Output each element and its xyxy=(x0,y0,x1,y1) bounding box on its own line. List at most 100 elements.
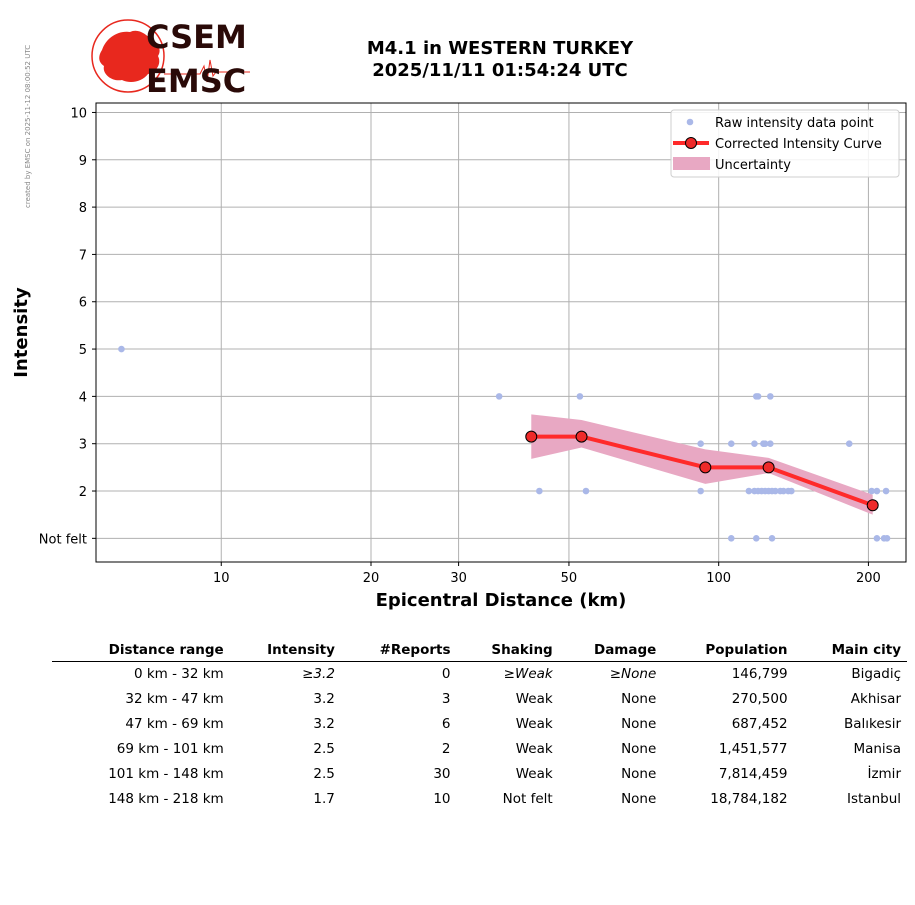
raw-intensity-point xyxy=(582,487,590,495)
table-cell: 69 km - 101 km xyxy=(116,741,224,757)
legend-curve-marker xyxy=(685,137,697,149)
x-tick-label: 30 xyxy=(450,571,467,586)
table-cell: 270,500 xyxy=(731,691,788,707)
logo-seismogram xyxy=(164,59,250,83)
legend-raw-label: Raw intensity data point xyxy=(715,116,874,131)
chart-title: M4.1 in WESTERN TURKEY 2025/11/11 01:54:… xyxy=(300,38,700,82)
raw-intensity-point xyxy=(745,487,753,495)
y-tick-label: 10 xyxy=(70,106,87,121)
legend-box xyxy=(670,109,900,178)
table-cell: 2 xyxy=(441,741,451,757)
raw-intensity-point xyxy=(768,535,776,542)
table-row: 69 km - 101 km 2.5 2 Weak None 1,451,577 Manis… xyxy=(52,737,907,762)
y-axis-label: Intensity xyxy=(11,287,32,378)
logo-globe-ring xyxy=(91,19,165,93)
table-row: 101 km - 148 km 2.5 30 Weak None 7,814,459 İzm… xyxy=(52,762,907,787)
raw-intensity-point xyxy=(761,440,769,448)
table-cell: 47 km - 69 km xyxy=(125,716,224,732)
table-cell: 2.5 xyxy=(313,766,335,782)
raw-intensity-point xyxy=(868,487,875,495)
y-tick-label: 8 xyxy=(79,201,87,216)
table-cell: 10 xyxy=(433,791,451,807)
raw-intensity-point xyxy=(495,393,503,400)
raw-intensity-point xyxy=(727,535,735,542)
table-cell: Akhisar xyxy=(850,691,901,707)
table-cell: Istanbul xyxy=(846,791,901,807)
table-cell: 148 km - 218 km xyxy=(108,791,224,807)
raw-intensity-point xyxy=(536,487,543,495)
table-row: 47 km - 69 km 3.2 6 Weak None 687,452 Balıkesi… xyxy=(52,712,907,737)
x-tick-label: 200 xyxy=(856,571,881,586)
corrected-intensity-marker xyxy=(525,430,538,443)
table-cell: 7,814,459 xyxy=(718,766,788,782)
axes: 10 20 30 50 100 200 Not felt 2 3 4 5 6 7 8 9 10 Epicentr… xyxy=(11,102,907,611)
table-cell: 3.2 xyxy=(313,691,335,707)
logo-text-csem: CSEM xyxy=(146,18,247,56)
table-cell: ≥3.2 xyxy=(302,666,335,682)
table-body: 0 km - 32 km ≥3.2 0 ≥Weak ≥None 146,799 Bigadi… xyxy=(52,662,907,813)
table-cell: Weak xyxy=(515,741,553,757)
y-tick-label: 2 xyxy=(79,485,87,500)
raw-intensity-point xyxy=(576,393,584,400)
x-axis-label: Epicentral Distance (km) xyxy=(376,590,627,611)
table-cell: 687,452 xyxy=(731,716,788,732)
table-cell: None xyxy=(621,791,657,807)
table-cell: ≥Weak xyxy=(503,666,553,682)
raw-intensity-point xyxy=(697,487,704,495)
legend: Raw intensity data point Corrected Intens… xyxy=(670,109,900,178)
y-tick-label: 4 xyxy=(79,390,87,405)
legend-curve-label: Corrected Intensity Curve xyxy=(715,137,882,152)
raw-intensity-point xyxy=(873,535,881,542)
table-cell: 101 km - 148 km xyxy=(108,766,224,782)
table-cell: Not felt xyxy=(502,791,553,807)
intensity-distance-chart: 10 20 30 50 100 200 Not felt 2 3 4 5 6 7 8 9 10 Epicentr… xyxy=(11,102,907,611)
table-cell: 0 km - 32 km xyxy=(133,666,224,682)
y-tick-label: 6 xyxy=(79,296,87,311)
raw-intensity-point xyxy=(780,487,787,495)
header-shaking: Shaking xyxy=(456,640,559,662)
legend-uncertainty-label: Uncertainty xyxy=(715,158,791,173)
corrected-intensity-marker xyxy=(866,499,879,512)
table-cell: Weak xyxy=(515,766,553,782)
x-tick-label: 10 xyxy=(213,571,230,586)
table-cell: Manisa xyxy=(853,741,901,757)
raw-intensity-point xyxy=(751,440,758,448)
table-cell: None xyxy=(621,716,657,732)
x-tick-label: 20 xyxy=(363,571,380,586)
logo-text-emsc: EMSC xyxy=(146,62,246,98)
table-cell: 1,451,577 xyxy=(718,741,788,757)
raw-intensity-point xyxy=(752,535,760,542)
header-reports: #Reports xyxy=(340,640,457,662)
chart-title-datetime: 2025/11/11 01:54:24 UTC xyxy=(372,60,628,81)
table-cell: 3.2 xyxy=(313,716,335,732)
table-cell: 0 xyxy=(441,666,451,682)
raw-intensity-point xyxy=(727,440,735,448)
table-cell: None xyxy=(621,766,657,782)
y-tick-label: Not felt xyxy=(39,532,87,547)
legend-uncertainty-swatch xyxy=(673,157,710,170)
raw-intensity-point xyxy=(118,345,125,353)
y-tick-label: 7 xyxy=(79,248,87,263)
table-row: 148 km - 218 km 1.7 10 Not felt None 18,784,1… xyxy=(52,787,907,812)
logo-europe-map xyxy=(99,30,160,82)
table-cell: Balıkesir xyxy=(843,716,901,732)
y-tick-label: 9 xyxy=(79,154,87,169)
x-tick-label: 100 xyxy=(706,571,731,586)
table-cell: 18,784,182 xyxy=(710,791,788,807)
emsc-logo: CSEM EMSC xyxy=(91,18,250,98)
raw-intensity-point xyxy=(788,487,795,495)
table-cell: 30 xyxy=(433,766,451,782)
header-distance-range: Distance range xyxy=(52,640,230,662)
raw-intensity-point xyxy=(882,487,890,495)
table-cell: 146,799 xyxy=(731,666,788,682)
table-cell: ≥None xyxy=(609,666,657,682)
y-tick-label: 3 xyxy=(79,438,87,453)
table-cell: 32 km - 47 km xyxy=(125,691,224,707)
intensity-table: Distance range Intensity #Reports Shakin… xyxy=(52,640,907,812)
table-header-row: Distance range Intensity #Reports Shakin… xyxy=(52,640,907,662)
y-tick-label: 5 xyxy=(79,343,87,358)
x-tick-label: 50 xyxy=(561,571,578,586)
header-main-city: Main city xyxy=(793,640,907,662)
table-row: 0 km - 32 km ≥3.2 0 ≥Weak ≥None 146,799 Bigadi… xyxy=(52,662,907,688)
table-row: 32 km - 47 km 3.2 3 Weak None 270,500 Akhisar xyxy=(52,687,907,712)
